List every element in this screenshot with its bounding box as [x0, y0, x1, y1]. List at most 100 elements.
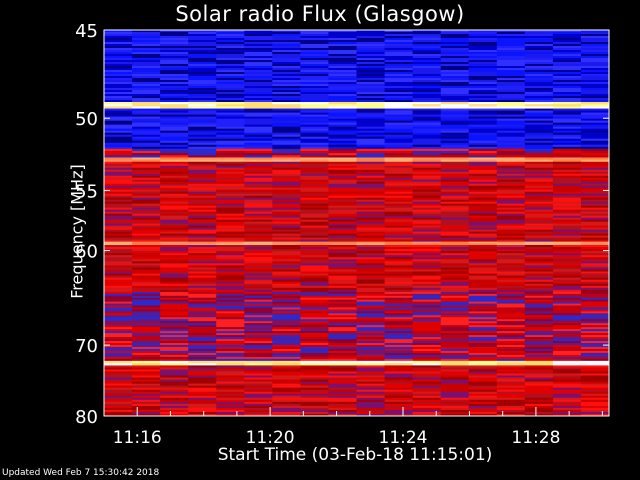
spectrogram-cell: [412, 76, 442, 79]
spectrogram-cell: [356, 367, 386, 370]
spectrogram-cell: [552, 167, 582, 171]
spectrogram-cell: [132, 185, 161, 189]
spectrogram-cell: [356, 409, 386, 413]
spectrogram-cell: [496, 92, 526, 95]
spectrogram-cell: [272, 257, 301, 260]
spectrogram-cell: [524, 155, 554, 158]
spectrogram-cell: [132, 68, 161, 71]
spectrogram-cell: [104, 375, 133, 378]
spectrogram-cell: [132, 175, 161, 179]
spectrogram-cell: [104, 285, 133, 289]
spectrogram-cell: [216, 227, 245, 230]
spectrogram-cell: [412, 72, 442, 75]
spectrogram-cell: [496, 233, 526, 236]
spectrogram-cell: [216, 130, 245, 133]
spectrogram-cell: [524, 167, 554, 171]
spectrogram-cell: [580, 74, 610, 77]
spectrogram-cell: [272, 303, 301, 306]
spectrogram-cell: [328, 211, 357, 214]
spectrogram-cell: [552, 106, 582, 109]
spectrogram-cell: [440, 367, 470, 370]
spectrogram-cell: [328, 142, 357, 146]
spectrogram-cell: [468, 215, 498, 218]
spectrogram-cell: [496, 38, 526, 41]
spectrogram-cell: [580, 86, 610, 89]
spectrogram-cell: [272, 215, 301, 218]
spectrogram-cell: [300, 42, 329, 45]
spectrogram-cell: [244, 411, 273, 415]
spectrogram-cell: [160, 360, 189, 364]
axis-frame: [103, 29, 610, 417]
spectrogram-cell: [328, 317, 357, 320]
spectrogram-cell: [356, 377, 386, 380]
spectrogram-cell: [132, 60, 161, 63]
spectrogram-cell: [188, 315, 217, 318]
spectrogram-cell: [328, 187, 357, 191]
spectrogram-cell: [216, 283, 245, 287]
spectrogram-cell: [104, 221, 133, 224]
spectrogram-cell: [468, 271, 498, 274]
spectrogram-cell: [188, 383, 217, 386]
spectrogram-cell: [412, 358, 442, 362]
spectrogram-cell: [300, 371, 329, 374]
spectrogram-cell: [328, 375, 357, 378]
spectrogram-cell: [272, 277, 301, 280]
spectrogram-cell: [104, 261, 133, 264]
spectrogram-cell: [524, 309, 554, 312]
spectrogram-cell: [160, 54, 189, 57]
spectrogram-cell: [132, 229, 161, 232]
spectrogram-cell: [412, 387, 442, 390]
spectrogram-cell: [524, 177, 554, 181]
spectrogram-cell: [552, 273, 582, 276]
spectrogram-cell: [160, 393, 189, 397]
spectrogram-cell: [552, 363, 582, 366]
spectrogram-cell: [244, 56, 273, 59]
spectrogram-cell: [160, 321, 189, 324]
spectrogram-cell: [132, 387, 161, 390]
spectrogram-cell: [412, 146, 442, 150]
spectrogram-cell: [216, 32, 245, 35]
spectrogram-cell: [552, 195, 582, 198]
spectrogram-cell: [552, 126, 582, 129]
spectrogram-cell: [580, 157, 610, 160]
spectrogram-cell: [412, 383, 442, 386]
spectrogram-cell: [300, 34, 329, 37]
spectrogram-cell: [412, 291, 442, 295]
spectrogram-cell: [328, 391, 357, 395]
spectrogram-cell: [188, 163, 217, 167]
spectrogram-cell: [160, 92, 189, 95]
spectrogram-cell: [468, 411, 498, 415]
spectrogram-cell: [468, 96, 498, 99]
spectrogram-cell: [440, 329, 470, 332]
spectrogram-cell: [188, 116, 217, 119]
spectrogram-cell: [524, 134, 554, 138]
spectrogram-cell: [104, 413, 133, 417]
spectrogram-cell: [440, 120, 470, 123]
spectrogram-cell: [440, 335, 470, 338]
spectrogram-cell: [440, 275, 470, 278]
spectrogram-cell: [384, 68, 414, 71]
spectrogram-cell: [188, 82, 217, 85]
spectrogram-cell: [496, 128, 526, 131]
spectrogram-cell: [104, 185, 133, 189]
spectrogram-cell: [440, 263, 470, 266]
spectrogram-cell: [356, 333, 386, 336]
spectrogram-cell: [244, 98, 273, 101]
spectrogram-cell: [468, 165, 498, 169]
spectrogram-cell: [272, 207, 301, 210]
spectrogram-cell: [328, 354, 357, 358]
spectrogram-cell: [524, 265, 554, 268]
spectrogram-cell: [552, 354, 582, 358]
spectrogram-cell: [440, 36, 470, 39]
spectrogram-cell: [384, 215, 414, 218]
spectrogram-cell: [384, 52, 414, 55]
spectrogram-cell: [328, 38, 357, 41]
spectrogram-cell: [300, 281, 329, 285]
spectrogram-cell: [356, 281, 386, 285]
spectrogram-cell: [468, 56, 498, 59]
spectrogram-cell: [384, 405, 414, 409]
spectrogram-cell: [580, 299, 610, 302]
spectrogram-cell: [468, 281, 498, 285]
spectrogram-cell: [160, 237, 189, 240]
spectrogram-cell: [300, 128, 329, 131]
